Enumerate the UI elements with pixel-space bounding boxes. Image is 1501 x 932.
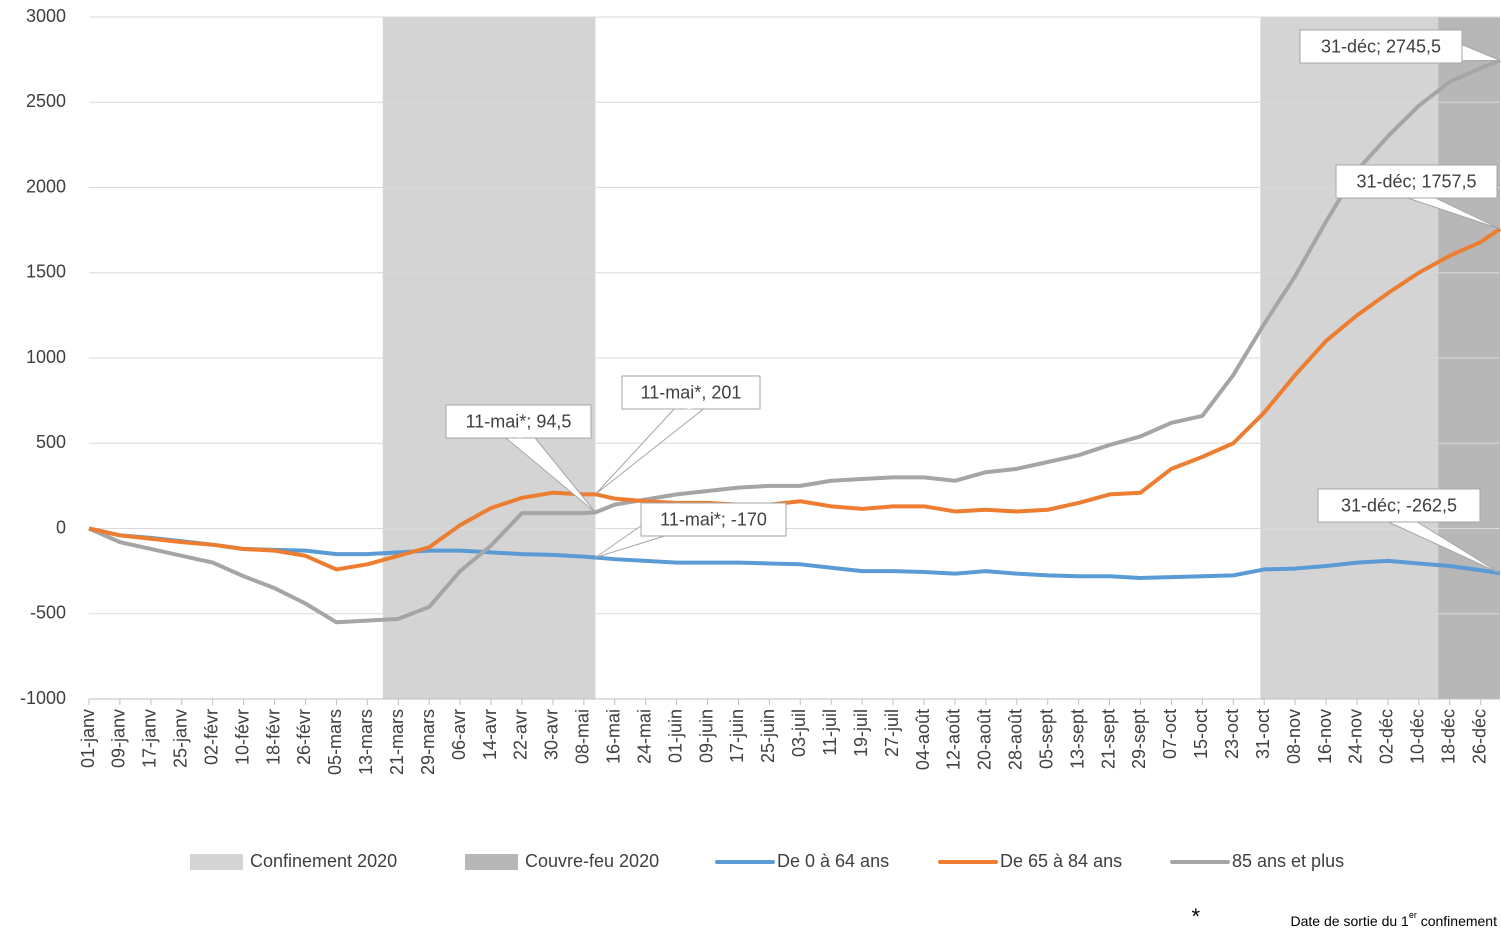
x-tick-label: 19-juil xyxy=(851,709,871,757)
y-tick-label: 1500 xyxy=(26,262,66,282)
x-tick-label: 17-janv xyxy=(140,709,160,768)
callout-joint xyxy=(503,436,534,438)
x-tick-label: 05-mars xyxy=(325,709,345,775)
y-tick-label: 2000 xyxy=(26,176,66,196)
x-tick-label: 27-juil xyxy=(882,709,902,757)
callout-box xyxy=(640,502,787,537)
legend-swatch xyxy=(465,854,518,870)
x-tick-label: 21-mars xyxy=(387,709,407,775)
series-line xyxy=(88,58,1501,625)
x-tick-label: 13-mars xyxy=(356,709,376,775)
x-tick-label: 10-févr xyxy=(232,709,252,765)
x-tick-label: 25-juin xyxy=(758,709,778,763)
callout-box xyxy=(621,375,761,410)
callout-box xyxy=(445,404,592,439)
callout-joint xyxy=(1432,32,1435,61)
legend-label: De 65 à 84 ans xyxy=(1000,851,1122,871)
x-tick-label: 08-nov xyxy=(1284,709,1304,764)
y-tick-label: 0 xyxy=(56,517,66,537)
x-tick-label: 24-nov xyxy=(1346,709,1366,764)
x-tick-label: 09-juin xyxy=(696,709,716,763)
x-tick-label: 29-sept xyxy=(1129,709,1149,769)
x-tick-label: 07-oct xyxy=(1160,709,1180,759)
x-tick-label: 29-mars xyxy=(418,709,438,775)
callout-pointer xyxy=(595,406,708,495)
x-tick-label: 03-juil xyxy=(789,709,809,757)
x-tick-label: 14-avr xyxy=(480,709,500,760)
legend-swatch xyxy=(190,854,243,870)
plot xyxy=(89,16,1500,700)
legend-label: Couvre-feu 2020 xyxy=(525,851,659,871)
x-tick-label: 16-nov xyxy=(1315,709,1335,764)
data-label: 11-mai*; -170 xyxy=(660,509,767,529)
x-tick-label: 26-déc xyxy=(1469,709,1489,764)
footnote-rest: confinement xyxy=(1417,913,1497,929)
y-tick-label: 500 xyxy=(36,432,66,452)
callout-joint xyxy=(1401,196,1432,197)
data-label: 31-déc; 2745,5 xyxy=(1321,36,1441,56)
x-tick-label: 20-août xyxy=(975,709,995,770)
x-tick-label: 15-oct xyxy=(1191,709,1211,759)
callout-box xyxy=(1299,29,1463,64)
callout-joint xyxy=(676,407,706,410)
x-tick-label: 25-janv xyxy=(171,709,191,768)
x-tick-label: 02-févr xyxy=(201,709,221,765)
x-tick-label: 02-déc xyxy=(1377,709,1397,764)
footnote-text: Date de sortie du 1 xyxy=(1291,913,1410,929)
x-tick-label: 28-août xyxy=(1006,709,1026,770)
footnote: Date de sortie du 1er confinement xyxy=(1291,910,1498,928)
data-label: 31-déc; 1757,5 xyxy=(1356,171,1476,191)
x-tick-label: 18-déc xyxy=(1438,709,1458,764)
x-tick-label: 13-sept xyxy=(1067,709,1087,769)
x-tick-label: 22-avr xyxy=(511,709,531,760)
data-label: 31-déc; -262,5 xyxy=(1341,495,1457,515)
x-tick-label: 04-août xyxy=(913,709,933,770)
callout-joint xyxy=(668,505,671,534)
y-tick-label: 3000 xyxy=(26,6,66,26)
x-tick-label: 01-janv xyxy=(78,709,98,768)
x-tick-label: 08-mai xyxy=(573,709,593,764)
legend-label: 85 ans et plus xyxy=(1232,851,1344,871)
x-tick-label: 09-janv xyxy=(109,709,129,768)
callout-box xyxy=(1317,488,1481,523)
x-tick-label: 18-févr xyxy=(263,709,283,765)
series-line xyxy=(88,526,1501,580)
x-tick-label: 24-mai xyxy=(634,709,654,764)
y-tick-label: -1000 xyxy=(20,688,66,708)
x-tick-label: 11-juil xyxy=(820,709,840,756)
x-tick-label: 31-oct xyxy=(1253,709,1273,759)
callout-joint xyxy=(1384,520,1414,522)
x-tick-label: 26-févr xyxy=(294,709,314,765)
data-label: 11-mai*; 94,5 xyxy=(466,411,572,431)
x-tick-label: 05-sept xyxy=(1036,709,1056,769)
x-tick-label: 23-oct xyxy=(1222,709,1242,759)
x-tick-label: 17-juin xyxy=(727,709,747,763)
legend-label: Confinement 2020 xyxy=(250,851,397,871)
callout-box xyxy=(1335,164,1498,199)
x-tick-label: 21-sept xyxy=(1098,709,1118,769)
x-tick-label: 12-août xyxy=(944,709,964,770)
y-tick-label: -500 xyxy=(30,603,66,623)
x-tick-label: 01-juin xyxy=(665,709,685,763)
x-tick-label: 16-mai xyxy=(603,709,623,764)
y-tick-label: 2500 xyxy=(26,91,66,111)
data-label: 11-mai*, 201 xyxy=(641,382,742,402)
footnote-mark: * xyxy=(1191,904,1200,929)
y-tick-label: 1000 xyxy=(26,347,66,367)
x-tick-label: 06-avr xyxy=(449,709,469,760)
x-tick-label: 10-déc xyxy=(1408,709,1428,764)
x-tick-label: 30-avr xyxy=(542,709,562,760)
legend-label: De 0 à 64 ans xyxy=(777,851,889,871)
footnote-sup: er xyxy=(1409,910,1417,920)
